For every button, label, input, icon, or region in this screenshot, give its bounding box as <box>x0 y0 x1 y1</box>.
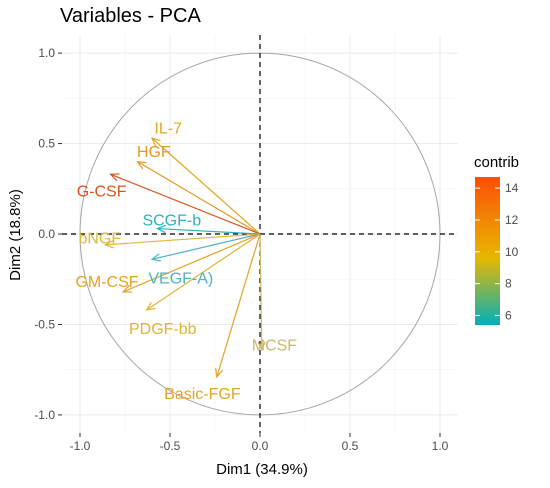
label-pdgf-bb: PDGF-bb <box>129 321 197 338</box>
legend-ticks: 6 8 10 12 14 <box>475 181 519 322</box>
x-tick-label: -0.5 <box>160 439 181 453</box>
chart-title: Variables - PCA <box>60 5 201 27</box>
x-axis-ticks: -1.0 -0.5 0.0 0.5 1.0 <box>70 433 449 453</box>
arrow-basic-fgf <box>215 233 261 379</box>
label-basic-fgf: Basic-FGF <box>164 386 241 403</box>
label-gm-csf: GM-CSF <box>75 274 138 291</box>
x-tick-label: 1.0 <box>432 439 449 453</box>
arrow-mcsf <box>257 233 266 352</box>
label-bngf: bNGF <box>78 231 121 248</box>
arrow-vegf-a <box>150 233 261 262</box>
y-tick-label: 0.0 <box>38 227 55 241</box>
arrow-il-7 <box>150 137 261 235</box>
y-tick-label: -0.5 <box>34 317 55 331</box>
arrow-g-csf <box>109 173 261 235</box>
x-axis-title: Dim1 (34.9%) <box>216 461 308 478</box>
y-axis-title: Dim2 (18.8%) <box>7 189 24 281</box>
label-hgf: HGF <box>137 144 171 161</box>
x-tick-label: 0.0 <box>252 439 269 453</box>
label-mcsf: MCSF <box>252 337 298 354</box>
arrow-hgf <box>136 160 261 235</box>
legend-tick-label: 6 <box>505 308 512 322</box>
x-tick-label: -1.0 <box>70 439 91 453</box>
variable-arrows <box>103 137 266 379</box>
arrow-gm-csf <box>121 233 261 293</box>
label-scgf-b: SCGF-b <box>142 213 201 230</box>
legend-tick-label: 14 <box>505 181 519 195</box>
y-tick-label: 0.5 <box>38 137 55 151</box>
arrow-scgf-b <box>155 224 261 235</box>
legend: contrib 6 8 10 12 14 <box>474 154 519 325</box>
legend-colorbar <box>475 177 500 325</box>
arrow-bngf <box>103 233 261 249</box>
label-il-7: IL-7 <box>154 120 182 137</box>
legend-tick-label: 10 <box>505 245 519 259</box>
label-g-csf: G-CSF <box>77 184 127 201</box>
label-vegf-a: VEGF-A) <box>148 270 213 287</box>
y-axis-ticks: -1.0 -0.5 0.0 0.5 1.0 <box>34 46 62 422</box>
legend-tick-label: 12 <box>505 213 519 227</box>
legend-title: contrib <box>474 154 519 171</box>
legend-tick-label: 8 <box>505 277 512 291</box>
x-tick-label: 0.5 <box>342 439 359 453</box>
arrow-pdgf-bb <box>145 233 261 311</box>
variable-labels: IL-7 HGF G-CSF SCGF-b bNGF GM-CSF VEGF-A) PDGF-… <box>75 120 297 403</box>
y-tick-label: 1.0 <box>38 46 55 60</box>
y-tick-label: -1.0 <box>34 408 55 422</box>
